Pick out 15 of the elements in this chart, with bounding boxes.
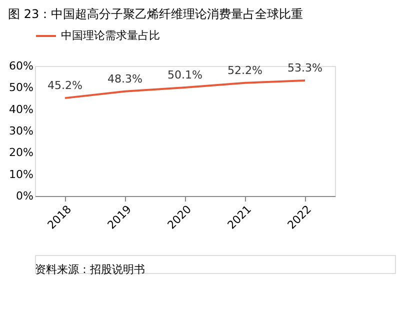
data-label: 48.3% [108, 72, 142, 86]
data-label: 50.1% [168, 68, 202, 82]
y-tick-label: 10% [9, 168, 34, 181]
data-label: 45.2% [48, 79, 82, 92]
y-tick-label: 50% [9, 81, 34, 94]
data-label: 52.2% [228, 64, 262, 77]
y-tick-label: 60% [9, 60, 34, 72]
text: 资料来源：招股说明书 [35, 263, 145, 276]
legend-label: 中国理论需求量占比 [61, 29, 160, 42]
y-tick-label: 40% [9, 102, 34, 116]
chart-title: 图 23：中国超高分子聚乙烯纤维理论消费量占全球比重 [8, 7, 304, 21]
y-tick-label: 0% [16, 190, 34, 202]
data-label: 53.3% [288, 62, 322, 75]
y-tick-label: 30% [9, 124, 34, 138]
y-tick-label: 20% [9, 146, 34, 160]
